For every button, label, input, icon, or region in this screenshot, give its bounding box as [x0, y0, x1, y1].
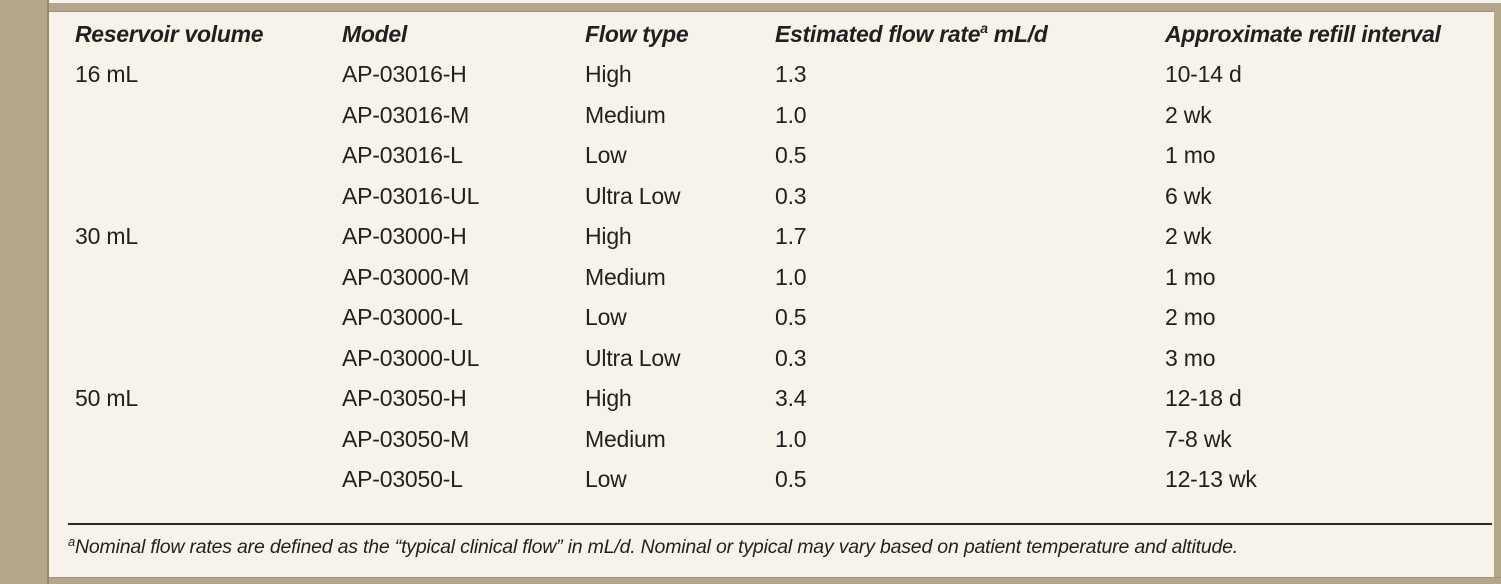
footnote-text: Nominal flow rates are defined as the “t… — [75, 536, 1238, 558]
table-cell: 3.4 — [775, 385, 807, 412]
table-cell: 6 wk — [1165, 182, 1212, 209]
table-cell: 2 wk — [1165, 223, 1212, 250]
right-accent-bar — [1494, 3, 1501, 584]
table-cell: 1 mo — [1165, 142, 1216, 169]
header-superscript: a — [980, 19, 988, 36]
table-cell: Ultra Low — [585, 182, 681, 209]
table-footnote: aNominal flow rates are defined as the “… — [68, 534, 1238, 559]
column-header: Reservoir volume — [75, 20, 264, 47]
table-cell: AP-03050-M — [342, 425, 470, 452]
table-cell: AP-03000-M — [342, 263, 470, 290]
table-cell: Ultra Low — [585, 344, 681, 371]
reservoir-flow-table: Reservoir volume Model Flow type Estimated … — [75, 14, 1500, 500]
table-cell: AP-03000-L — [342, 304, 463, 331]
left-accent-bar — [0, 0, 49, 584]
table-cell: 16 mL — [75, 61, 138, 88]
table-cell: Medium — [585, 425, 666, 452]
column-header: Approximate refill interval — [1165, 20, 1441, 47]
table-cell: 0.5 — [775, 142, 807, 169]
table-cell: Low — [585, 142, 627, 169]
table-cell: 12-13 wk — [1165, 466, 1257, 493]
bottom-accent-bar — [49, 577, 1501, 584]
column-header: Estimated flow ratea mL/d — [775, 19, 1048, 47]
table-cell: 1 mo — [1165, 263, 1216, 290]
table-cell: 2 mo — [1165, 304, 1216, 331]
footnote-marker: a — [68, 534, 76, 549]
table-cell: AP-03000-UL — [342, 344, 480, 371]
table-cell: 30 mL — [75, 223, 138, 250]
table-cell: 3 mo — [1165, 344, 1216, 371]
table-cell: Low — [585, 304, 627, 331]
table-cell: AP-03000-H — [342, 223, 467, 250]
table-cell: 0.5 — [775, 304, 807, 331]
table-cell: 1.3 — [775, 61, 807, 88]
table-cell: 2 wk — [1165, 101, 1212, 128]
table-cell: 7-8 wk — [1165, 425, 1232, 452]
table-cell: 1.0 — [775, 263, 807, 290]
table-cell: 1.0 — [775, 101, 807, 128]
table-cell: High — [585, 223, 632, 250]
table-cell: AP-03016-L — [342, 142, 463, 169]
table-cell: 10-14 d — [1165, 61, 1242, 88]
table-cell: AP-03016-UL — [342, 182, 480, 209]
table-cell: AP-03050-H — [342, 385, 467, 412]
footnote-divider — [68, 523, 1492, 525]
column-header: Flow type — [585, 20, 689, 47]
column-header: Model — [342, 20, 407, 47]
top-accent-bar — [49, 3, 1501, 12]
table-cell: 1.0 — [775, 425, 807, 452]
table-cell: AP-03050-L — [342, 466, 463, 493]
table-cell: 0.5 — [775, 466, 807, 493]
table-cell: Medium — [585, 263, 666, 290]
table-cell: AP-03016-M — [342, 101, 470, 128]
table-cell: 0.3 — [775, 182, 807, 209]
table-cell: Low — [585, 466, 627, 493]
table-cell: 0.3 — [775, 344, 807, 371]
table-cell: High — [585, 385, 632, 412]
table-cell: 50 mL — [75, 385, 138, 412]
table-cell: 12-18 d — [1165, 385, 1242, 412]
table-cell: High — [585, 61, 632, 88]
table-cell: Medium — [585, 101, 666, 128]
table-cell: AP-03016-H — [342, 61, 467, 88]
table-cell: 1.7 — [775, 223, 807, 250]
